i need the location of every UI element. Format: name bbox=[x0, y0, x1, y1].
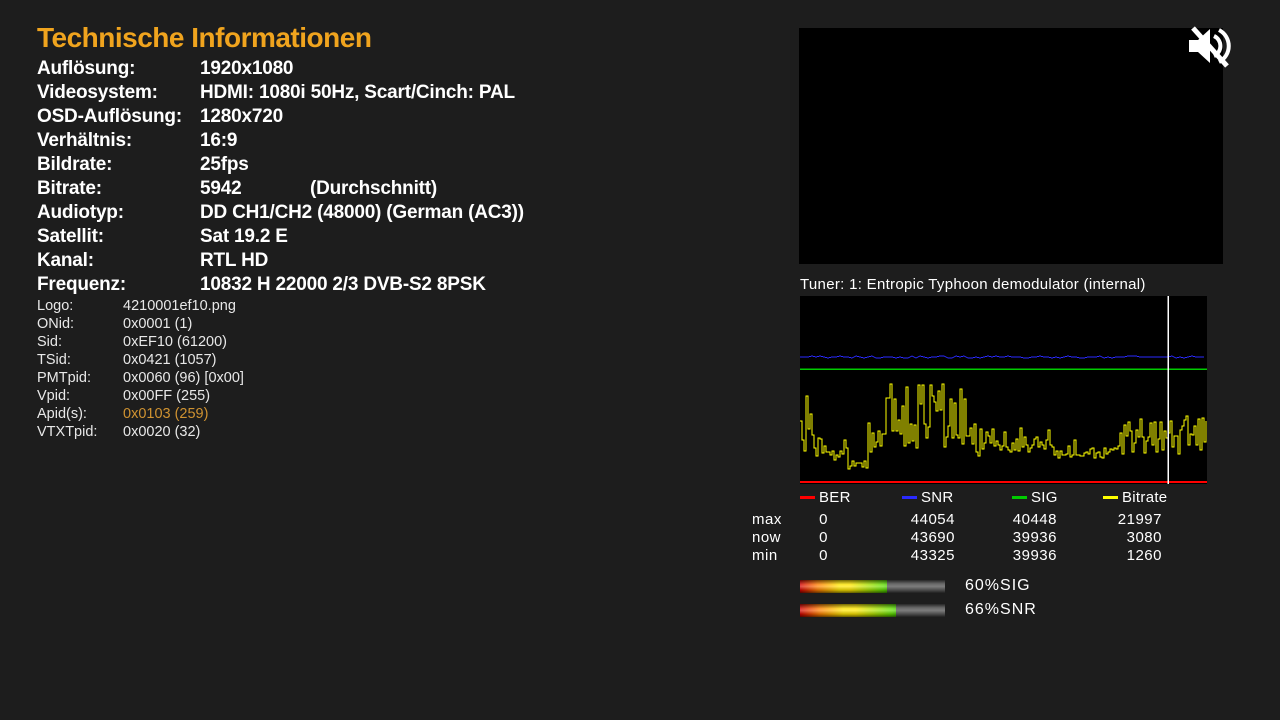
info-row-extra: (Durchschnitt) bbox=[310, 178, 438, 199]
info-row-label: Bildrate: bbox=[37, 154, 113, 175]
info-row-label: Auflösung: bbox=[37, 58, 136, 79]
technical-info-list: Auflösung: 1920x1080 Videosystem: HDMI: 10… bbox=[37, 57, 677, 297]
info-row: Videosystem: HDMI: 1080i 50Hz, Scart/Cinc… bbox=[37, 81, 677, 105]
info-row-value: 5942 bbox=[200, 178, 242, 199]
info-row-value: Sat 19.2 E bbox=[200, 226, 288, 247]
info-row: Bildrate: 25fps bbox=[37, 153, 677, 177]
stat-now-snr: 43690 bbox=[910, 529, 955, 546]
pid-row-label: PMTpid: bbox=[37, 370, 91, 386]
stat-min-ber: 0 bbox=[819, 547, 828, 564]
info-row: Satellit: Sat 19.2 E bbox=[37, 225, 677, 249]
info-row: Audiotyp: DD CH1/CH2 (48000) (German (AC3… bbox=[37, 201, 677, 225]
sig-color-dash-icon bbox=[1012, 495, 1027, 499]
info-row-label: Audiotyp: bbox=[37, 202, 124, 223]
snr-strength-label: 66%SNR bbox=[965, 601, 1037, 618]
pid-row-value: 0x0103 (259) bbox=[123, 406, 209, 422]
snr-strength-bar-fill bbox=[800, 604, 896, 617]
stat-min-snr: 43325 bbox=[910, 547, 955, 564]
signal-graph-canvas bbox=[800, 296, 1207, 484]
snr-strength-bar bbox=[800, 604, 945, 617]
stats-row-label-min: min bbox=[752, 547, 778, 564]
pid-row: ONid: 0x0001 (1) bbox=[37, 315, 457, 333]
page-title: Technische Informationen bbox=[37, 22, 372, 53]
pid-row-label: ONid: bbox=[37, 316, 75, 332]
stat-max-bitrate: 21997 bbox=[1117, 511, 1162, 528]
sig-strength-bar bbox=[800, 580, 945, 593]
pid-row-value: 0x0001 (1) bbox=[123, 316, 193, 332]
video-preview bbox=[799, 28, 1223, 264]
pid-info-list: Logo: 4210001ef10.png ONid: 0x0001 (1) Sid… bbox=[37, 297, 457, 441]
legend-label: Bitrate bbox=[1122, 488, 1168, 506]
info-row-value: 16:9 bbox=[200, 130, 238, 151]
legend-ber: BER bbox=[800, 488, 851, 506]
pid-row: Logo: 4210001ef10.png bbox=[37, 297, 457, 315]
pid-row-value: 0xEF10 (61200) bbox=[123, 334, 227, 350]
info-row-value: 1280x720 bbox=[200, 106, 283, 127]
info-row-label: Videosystem: bbox=[37, 82, 158, 103]
stat-max-snr: 44054 bbox=[910, 511, 955, 528]
legend-bitrate: Bitrate bbox=[1103, 488, 1167, 506]
pid-row-label: Vpid: bbox=[37, 388, 71, 404]
stat-max-ber: 0 bbox=[819, 511, 828, 528]
pid-row-label: Sid: bbox=[37, 334, 62, 350]
stat-min-sig: 39936 bbox=[1012, 547, 1057, 564]
info-row-label: Satellit: bbox=[37, 226, 104, 247]
pid-row-label: Apid(s): bbox=[37, 406, 87, 422]
info-row-value: 10832 H 22000 2/3 DVB-S2 8PSK bbox=[200, 274, 486, 295]
info-row-label: Verhältnis: bbox=[37, 130, 132, 151]
info-row-value: RTL HD bbox=[200, 250, 269, 271]
legend-sig: SIG bbox=[1012, 488, 1058, 506]
info-row-bitrate: Bitrate: 5942 (Durchschnitt) bbox=[37, 177, 677, 201]
info-row-label: Bitrate: bbox=[37, 178, 102, 199]
info-row: Kanal: RTL HD bbox=[37, 249, 677, 273]
info-row: OSD-Auflösung: 1280x720 bbox=[37, 105, 677, 129]
pid-row-value: 0x00FF (255) bbox=[123, 388, 211, 404]
pid-row-apid: Apid(s): 0x0103 (259) bbox=[37, 405, 457, 423]
tuner-description: Tuner: 1: Entropic Typhoon demodulator (… bbox=[800, 276, 1146, 293]
legend-label: SNR bbox=[921, 488, 954, 506]
pid-row: Sid: 0xEF10 (61200) bbox=[37, 333, 457, 351]
stat-now-ber: 0 bbox=[819, 529, 828, 546]
stat-max-sig: 40448 bbox=[1012, 511, 1057, 528]
info-row: Auflösung: 1920x1080 bbox=[37, 57, 677, 81]
sig-strength-label: 60%SIG bbox=[965, 577, 1031, 594]
ber-color-dash-icon bbox=[800, 495, 815, 499]
pid-row-value: 0x0421 (1057) bbox=[123, 352, 217, 368]
pid-row: Vpid: 0x00FF (255) bbox=[37, 387, 457, 405]
stat-now-sig: 39936 bbox=[1012, 529, 1057, 546]
pid-row: VTXTpid: 0x0020 (32) bbox=[37, 423, 457, 441]
info-row-value: DD CH1/CH2 (48000) (German (AC3)) bbox=[200, 202, 524, 223]
info-row-label: OSD-Auflösung: bbox=[37, 106, 182, 127]
info-row: Frequenz: 10832 H 22000 2/3 DVB-S2 8PSK bbox=[37, 273, 677, 297]
legend-label: SIG bbox=[1031, 488, 1058, 506]
legend-snr: SNR bbox=[902, 488, 954, 506]
signal-history-graph bbox=[800, 296, 1207, 484]
stats-row-label-max: max bbox=[752, 511, 782, 528]
stat-now-bitrate: 3080 bbox=[1126, 529, 1162, 546]
pid-row-value: 4210001ef10.png bbox=[123, 298, 236, 314]
info-row-label: Frequenz: bbox=[37, 274, 126, 295]
pid-row: TSid: 0x0421 (1057) bbox=[37, 351, 457, 369]
snr-color-dash-icon bbox=[902, 495, 917, 499]
pid-row-value: 0x0020 (32) bbox=[123, 424, 201, 440]
stats-row-label-now: now bbox=[752, 529, 782, 546]
info-row-value: HDMI: 1080i 50Hz, Scart/Cinch: PAL bbox=[200, 82, 515, 103]
stat-min-bitrate: 1260 bbox=[1126, 547, 1162, 564]
pid-row-label: Logo: bbox=[37, 298, 74, 314]
legend-label: BER bbox=[819, 488, 851, 506]
pid-row-label: VTXTpid: bbox=[37, 424, 98, 440]
pid-row: PMTpid: 0x0060 (96) [0x00] bbox=[37, 369, 457, 387]
info-row-value: 25fps bbox=[200, 154, 249, 175]
sig-strength-bar-fill bbox=[800, 580, 887, 593]
pid-row-label: TSid: bbox=[37, 352, 71, 368]
info-row: Verhältnis: 16:9 bbox=[37, 129, 677, 153]
info-row-value: 1920x1080 bbox=[200, 58, 294, 79]
muted-speaker-icon bbox=[1189, 26, 1231, 68]
info-row-label: Kanal: bbox=[37, 250, 94, 271]
bitrate-color-dash-icon bbox=[1103, 495, 1118, 499]
pid-row-value: 0x0060 (96) [0x00] bbox=[123, 370, 244, 386]
